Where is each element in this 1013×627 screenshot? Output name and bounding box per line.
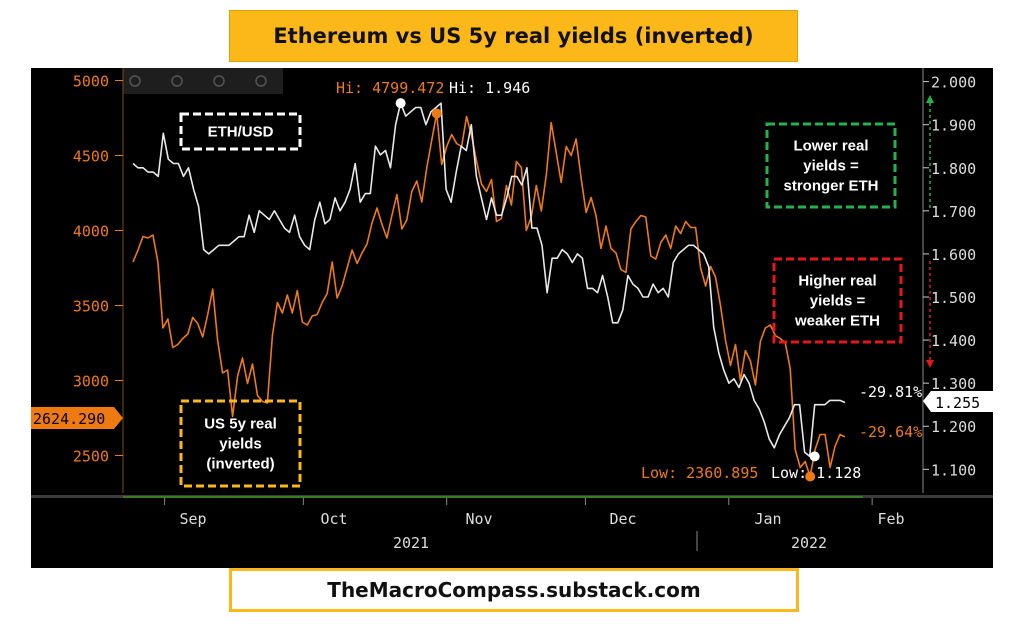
eth-high-marker [431,108,442,119]
right-axis-tick-label: 1.900 [931,117,976,135]
right-axis-tick-label: 1.300 [931,375,976,393]
last-eth-tag-label: 2624.290 [33,410,105,428]
chart-title-banner: Ethereum vs US 5y real yields (inverted) [229,10,798,62]
chart-title: Ethereum vs US 5y real yields (inverted) [273,24,754,48]
lower-yields-box-text: Lower real [793,138,868,155]
left-axis-tick-label: 5000 [73,73,109,91]
higher-yields-box [772,257,903,344]
x-axis-month-label: Feb [877,510,904,528]
low-eth-label: Low: 2360.895 [641,464,758,482]
pct-white-label: -29.81% [859,383,922,401]
eth-label-box [179,112,302,151]
higher-yields-box-text: weaker ETH [794,313,880,330]
yield-high-marker [395,98,406,109]
real-yields-line [132,102,846,458]
hi-yield-label: Hi: 1.946 [449,79,530,97]
yields-label-box-text: (inverted) [206,456,274,473]
eth-usd-line [132,112,846,478]
x-axis-year-label: 2021 [393,534,429,552]
x-axis-month-label: Jan [754,510,781,528]
low-yield-label: Low: 1.128 [771,464,861,482]
lower-yields-box [765,122,897,209]
eth-low-marker [805,471,816,482]
x-axis-month-label: Nov [465,510,492,528]
range-strip [123,496,863,498]
right-axis-tick-label: 1.700 [931,203,976,221]
right-axis-tick-label: 1.400 [931,332,976,350]
right-axis-tick-label: 1.600 [931,246,976,264]
right-axis-tick-label: 1.100 [931,461,976,479]
footer-banner: TheMacroCompass.substack.com [229,568,799,612]
chart-panel: 5000 4500 4000 3500 3000 2500 2.000 1.900 1.800 1… [31,68,993,568]
right-axis-tick-label: 1.800 [931,160,976,178]
hi-eth-label: Hi: 4799.472 [336,79,444,97]
higher-yields-box-text: Higher real [798,273,876,290]
x-axis-month-label: Sep [179,510,206,528]
pct-orange-label: -29.64% [859,423,922,441]
crosshair-icon [129,75,141,87]
zoom-icon [255,75,267,87]
lower-yields-box-text: stronger ETH [783,178,878,195]
yields-label-box-text: yields [219,436,262,453]
left-axis-tick-label: 3500 [73,298,109,316]
last-yield-tag-label: 1.255 [935,394,980,412]
last-yield-tag [923,391,993,412]
yields-label-box-text: US 5y real [204,416,277,433]
eth-label-box-text: ETH/USD [208,124,274,141]
pencil-icon [171,75,183,87]
left-axis-tick-label: 2500 [73,448,109,466]
higher-yields-box-text: yields = [810,293,866,310]
right-axis-tick-label: 1.200 [931,418,976,436]
footer-text: TheMacroCompass.substack.com [327,578,701,602]
x-axis-month-label: Oct [320,510,347,528]
last-eth-tag [31,407,123,429]
yield-low-marker [809,451,820,462]
x-axis-month-label: Dec [609,510,636,528]
left-axis-tick-label: 4000 [73,223,109,241]
left-axis-tick-label: 4500 [73,148,109,166]
yields-label-box [179,399,302,488]
list-icon [213,75,225,87]
left-axis-tick-label: 3000 [73,373,109,391]
chart-svg: 5000 4500 4000 3500 3000 2500 2.000 1.900 1.800 1… [31,68,993,552]
lower-yields-box-text: yields = [803,158,859,175]
green-arrow-head-icon [926,95,934,103]
right-axis-tick-label: 1.500 [931,289,976,307]
red-arrow-head-icon [926,360,934,368]
toolbar-strip [123,68,283,94]
x-axis-year-label: 2022 [791,534,827,552]
right-axis-tick-label: 2.000 [931,74,976,92]
